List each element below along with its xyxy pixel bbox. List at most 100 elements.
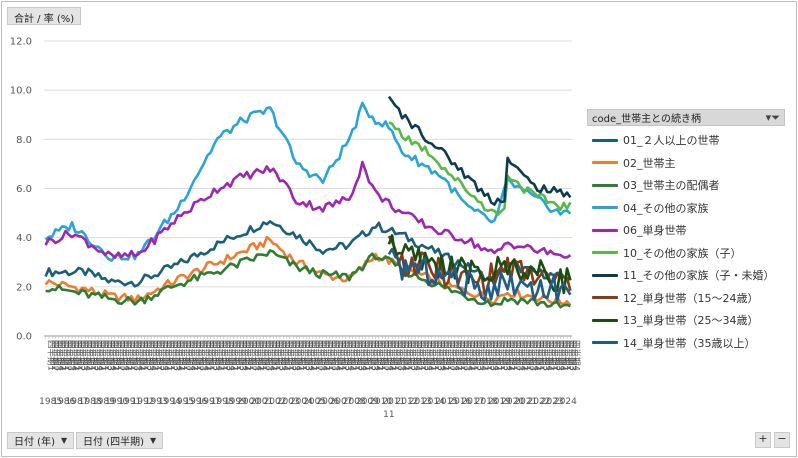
legend-item[interactable]: 10_その他の家族（子） <box>592 242 775 265</box>
x-year-label: 2023 <box>541 397 564 407</box>
legend-item[interactable]: 04_その他の家族 <box>592 197 775 220</box>
filter-icon[interactable]: ▾⏷ <box>765 110 780 124</box>
x-quarter-label: 四半期1 <box>151 340 162 371</box>
x-year-label: 2009 <box>356 397 379 407</box>
x-quarter-label: 四半期2 <box>471 340 482 371</box>
x-quarter-label: 四半期2 <box>551 340 562 371</box>
legend-item[interactable]: 03_世帯主の配偶者 <box>592 174 775 197</box>
x-year-label: 1991 <box>118 397 141 407</box>
x-quarter-label: 四半期1 <box>230 340 241 371</box>
x-quarter-label: 四半期3 <box>79 340 90 371</box>
legend-label: 06_単身世帯 <box>623 224 687 238</box>
year-filter-button[interactable]: 日付 (年) ▼ <box>7 432 75 449</box>
y-tick-label: 4.0 <box>16 233 32 244</box>
series-line <box>387 234 572 295</box>
x-quarter-label: 四半期3 <box>197 340 208 371</box>
x-quarter-label: 四半期4 <box>557 340 568 371</box>
series-line <box>387 247 572 302</box>
legend-item[interactable]: 14_単身世帯（35歳以上） <box>592 332 775 355</box>
legend-item[interactable]: 02_世帯主 <box>592 152 775 175</box>
x-quarter-label: 四半期4 <box>570 340 581 371</box>
x-year-label: 2008 <box>343 397 366 407</box>
x-year-label: 1996 <box>184 397 207 407</box>
x-quarter-label: 四半期1 <box>244 340 255 371</box>
quarter-filter-button[interactable]: 日付 (四半期) ▼ <box>76 432 164 449</box>
y-tick-label: 2.0 <box>16 282 32 293</box>
x-year-label: 2001 <box>250 397 273 407</box>
x-quarter-label: 四半期3 <box>303 340 314 371</box>
x-quarter-label: 四半期1 <box>521 340 532 371</box>
x-quarter-label: 四半期1 <box>534 340 545 371</box>
x-year-label: 2020 <box>501 397 524 407</box>
x-quarter-label: 四半期4 <box>399 340 410 371</box>
legend-item[interactable]: 06_単身世帯 <box>592 219 775 242</box>
x-year-label: 2011 <box>382 397 405 407</box>
x-year-label: 1986 <box>52 397 75 407</box>
x-quarter-label: 四半期2 <box>498 340 509 371</box>
x-quarter-label: 四半期4 <box>504 340 515 371</box>
legend-label: 10_その他の家族（子） <box>623 246 742 260</box>
x-year-label: 2007 <box>330 397 353 407</box>
x-quarter-label: 四半期4 <box>161 340 172 371</box>
x-quarter-label: 四半期2 <box>234 340 245 371</box>
x-quarter-label: 四半期4 <box>346 340 357 371</box>
x-quarter-label: 四半期4 <box>478 340 489 371</box>
x-quarter-label: 四半期1 <box>349 340 360 371</box>
x-quarter-label: 四半期2 <box>485 340 496 371</box>
x-year-label: 1998 <box>211 397 234 407</box>
legend-swatch <box>592 341 618 345</box>
legend-swatch <box>592 273 618 277</box>
x-year-label: 2004 <box>290 397 313 407</box>
x-quarter-label: 四半期2 <box>339 340 350 371</box>
x-quarter-label: 四半期1 <box>59 340 70 371</box>
x-year-label: 2019 <box>488 397 511 407</box>
x-quarter-label: 四半期1 <box>217 340 228 371</box>
x-quarter-label: 四半期4 <box>280 340 291 371</box>
x-quarter-label: 四半期3 <box>567 340 578 371</box>
legend-label: 13_単身世帯（25～34歳） <box>623 314 759 328</box>
x-quarter-label: 四半期4 <box>491 340 502 371</box>
x-quarter-label: 四半期2 <box>287 340 298 371</box>
x-year-label: 2002 <box>264 397 287 407</box>
x-year-label: 2017 <box>462 397 485 407</box>
series-line <box>387 235 572 295</box>
legend: 01_２人以上の世帯 02_世帯主 03_世帯主の配偶者 04_その他の家族 06_単身… <box>592 129 775 354</box>
legend-item[interactable]: 13_単身世帯（25～34歳） <box>592 309 775 332</box>
legend-item[interactable]: 12_単身世帯（15～24歳） <box>592 287 775 310</box>
x-quarter-label: 四半期1 <box>468 340 479 371</box>
x-quarter-label: 四半期4 <box>214 340 225 371</box>
x-quarter-label: 四半期2 <box>247 340 258 371</box>
legend-label: 02_世帯主 <box>623 156 676 170</box>
x-quarter-label: 四半期1 <box>336 340 347 371</box>
legend-swatch <box>592 161 618 165</box>
x-quarter-label: 四半期3 <box>395 340 406 371</box>
x-quarter-label: 四半期3 <box>250 340 261 371</box>
x-year-label: 1994 <box>158 397 181 407</box>
x-year-label: 2021 <box>514 397 537 407</box>
legend-item[interactable]: 01_２人以上の世帯 <box>592 129 775 152</box>
x-quarter-label: 四半期3 <box>382 340 393 371</box>
x-quarter-label: 四半期1 <box>415 340 426 371</box>
x-quarter-label: 四半期4 <box>227 340 238 371</box>
x-quarter-label: 四半期2 <box>392 340 403 371</box>
x-quarter-label: 四半期4 <box>544 340 555 371</box>
x-quarter-label: 四半期4 <box>372 340 383 371</box>
measure-field-button[interactable]: 合計 / 率 (%) <box>7 7 82 25</box>
legend-swatch <box>592 251 618 255</box>
collapse-button[interactable]: − <box>774 432 790 448</box>
x-quarter-label: 四半期3 <box>171 340 182 371</box>
x-quarter-label: 四半期2 <box>313 340 324 371</box>
legend-item[interactable]: 11_その他の家族（子・未婚） <box>592 264 775 287</box>
x-quarter-label: 四半期3 <box>277 340 288 371</box>
expand-button[interactable]: + <box>755 432 771 448</box>
x-year-label: 1987 <box>66 397 89 407</box>
x-quarter-label: 四半期2 <box>458 340 469 371</box>
x-quarter-label: 四半期4 <box>306 340 317 371</box>
x-quarter-label: 四半期2 <box>102 340 113 371</box>
x-quarter-label: 四半期2 <box>75 340 86 371</box>
x-quarter-label: 四半期3 <box>514 340 525 371</box>
legend-header[interactable]: code_世帯主との続き柄 ▾⏷ <box>587 109 785 126</box>
series-line <box>387 95 572 206</box>
x-quarter-label: 四半期3 <box>356 340 367 371</box>
